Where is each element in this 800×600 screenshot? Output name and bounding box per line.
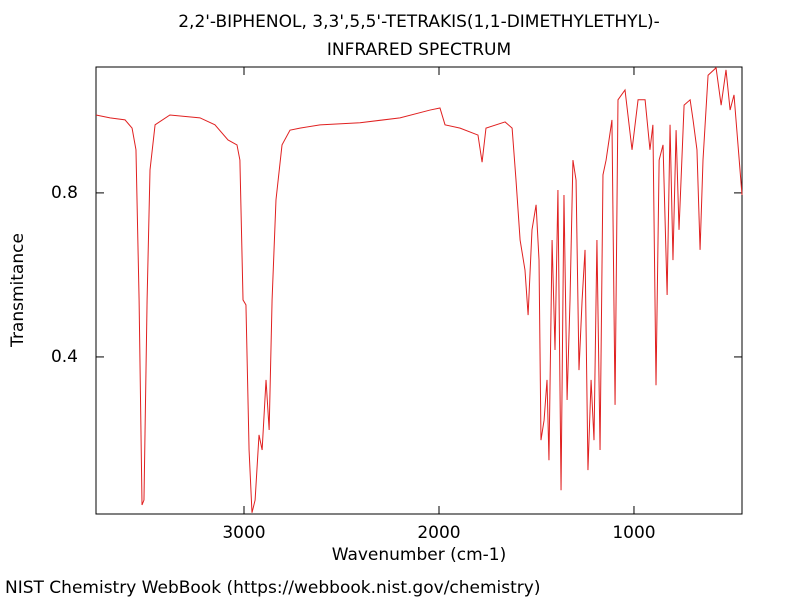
chart-title: INFRARED SPECTRUM [327, 40, 511, 60]
x-tick-label: 1000 [612, 523, 655, 543]
x-axis-label: Wavenumber (cm-1) [332, 545, 507, 565]
x-tick-label: 3000 [222, 523, 265, 543]
y-tick-label: 0.4 [51, 347, 78, 367]
x-tick-label: 2000 [417, 523, 460, 543]
footer: NIST Chemistry WebBook (https://webbook.… [5, 578, 540, 598]
chart-title: 2,2'-BIPHENOL, 3,3',5,5'-TETRAKIS(1,1-DI… [178, 12, 660, 32]
plot-frame [95, 66, 743, 515]
y-tick-label: 0.8 [51, 183, 78, 203]
y-axis-label: Transmitance [8, 233, 28, 348]
spectrum-line [95, 66, 743, 513]
